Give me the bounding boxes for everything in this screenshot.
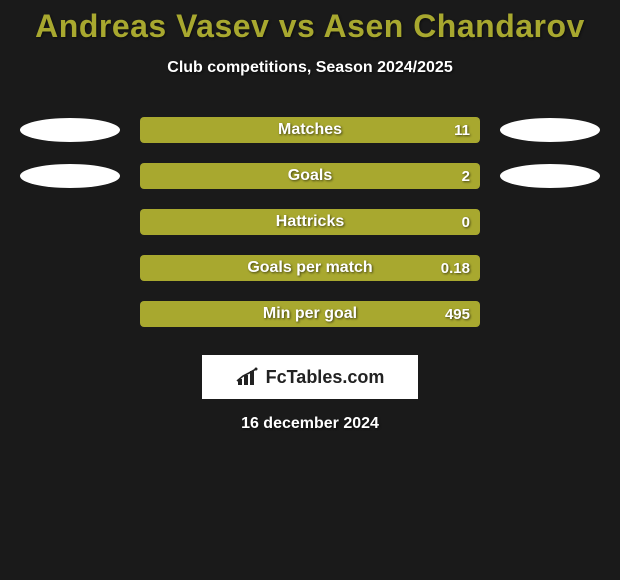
stat-row: Goals per match 0.18: [0, 255, 620, 281]
stat-row: Hattricks 0: [0, 209, 620, 235]
stat-row: Min per goal 495: [0, 301, 620, 327]
right-ellipse: [500, 118, 600, 142]
stat-label: Hattricks: [276, 213, 344, 231]
stat-value-right: 495: [445, 306, 470, 323]
stat-label: Matches: [278, 121, 342, 139]
date-text: 16 december 2024: [0, 415, 620, 433]
bar-chart-icon: [236, 367, 260, 387]
stat-value-right: 0: [462, 214, 470, 231]
logo-text: FcTables.com: [266, 367, 385, 388]
stat-bar: Goals per match 0.18: [140, 255, 480, 281]
comparison-infographic: Andreas Vasev vs Asen Chandarov Club com…: [0, 0, 620, 580]
stat-bar: Hattricks 0: [140, 209, 480, 235]
stat-bar: Goals 2: [140, 163, 480, 189]
stat-bar: Matches 11: [140, 117, 480, 143]
stat-label: Min per goal: [263, 305, 357, 323]
stat-label: Goals per match: [247, 259, 372, 277]
stat-row: Matches 11: [0, 117, 620, 143]
title: Andreas Vasev vs Asen Chandarov: [0, 8, 620, 45]
stat-value-right: 0.18: [441, 260, 470, 277]
stat-bar: Min per goal 495: [140, 301, 480, 327]
subtitle: Club competitions, Season 2024/2025: [0, 59, 620, 77]
stat-value-right: 11: [454, 122, 470, 139]
stat-value-right: 2: [462, 168, 470, 185]
stat-row: Goals 2: [0, 163, 620, 189]
logo-box: FcTables.com: [202, 355, 418, 399]
logo: FcTables.com: [236, 367, 385, 388]
stat-label: Goals: [288, 167, 332, 185]
stats-rows: Matches 11 Goals 2 Hattricks 0 Goals per match…: [0, 117, 620, 327]
right-ellipse: [500, 164, 600, 188]
left-ellipse: [20, 118, 120, 142]
left-ellipse: [20, 164, 120, 188]
